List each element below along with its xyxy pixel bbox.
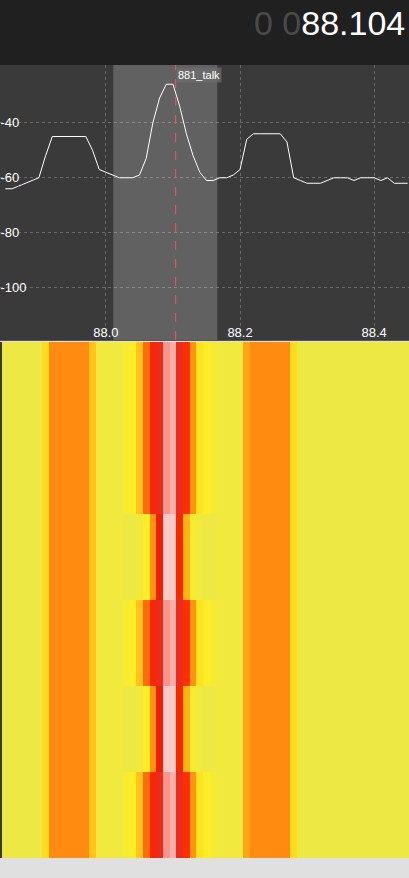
svg-text:88.0: 88.0 [93, 325, 118, 340]
svg-text:881_talk: 881_talk [178, 69, 220, 81]
svg-text:88.2: 88.2 [227, 325, 252, 340]
svg-text:-80: -80 [0, 225, 19, 240]
svg-text:-60: -60 [0, 170, 19, 185]
svg-text:-40: -40 [0, 115, 19, 130]
svg-text:0 088.104: 0 088.104 [254, 4, 405, 42]
svg-text:88.4: 88.4 [361, 325, 386, 340]
svg-text:-100: -100 [0, 280, 26, 295]
